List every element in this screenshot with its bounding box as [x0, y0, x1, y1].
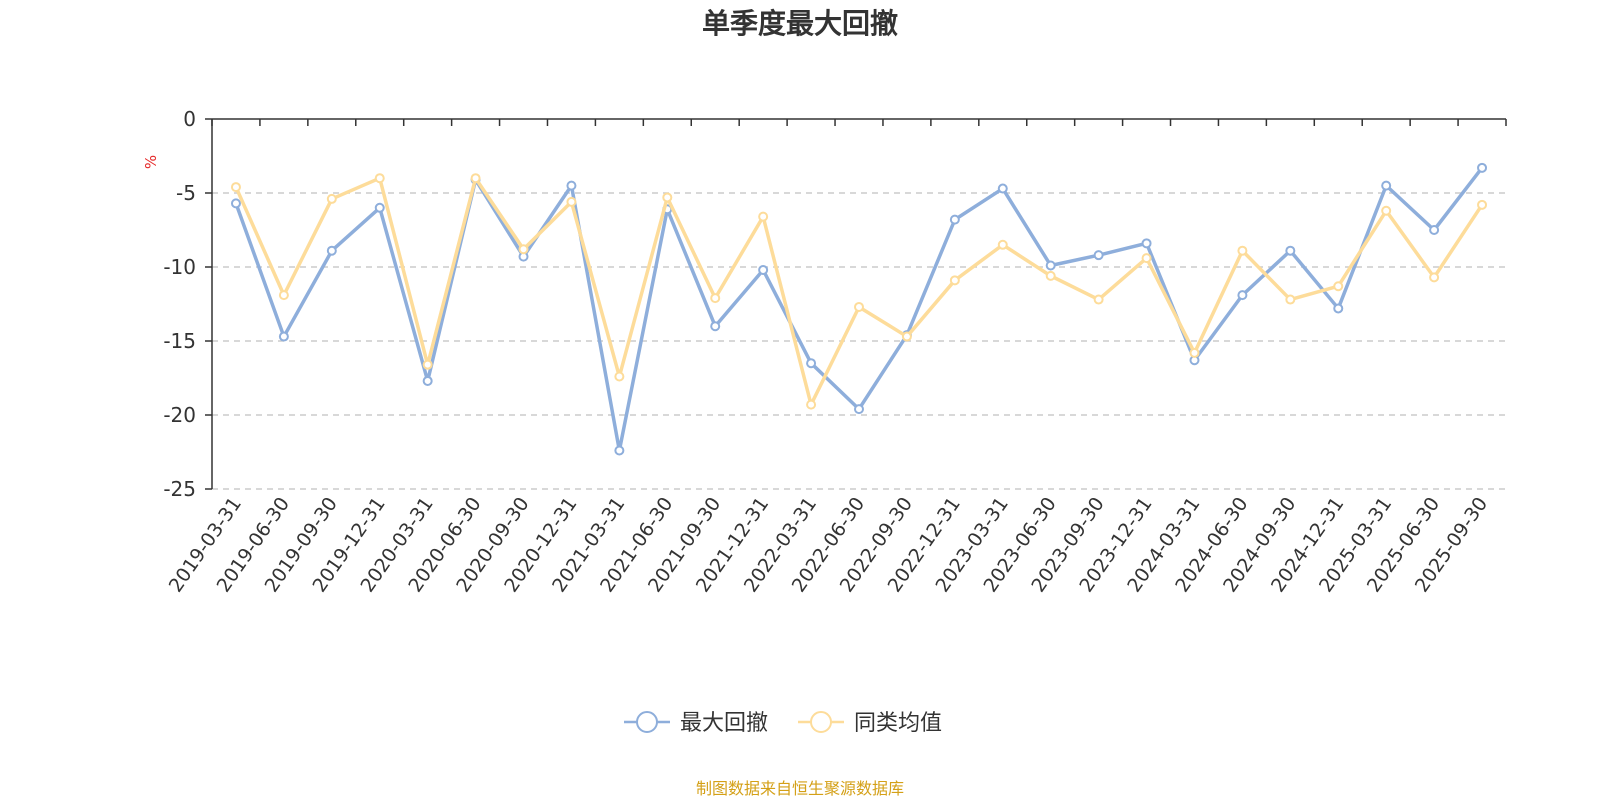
x-tick-labels: 2019-03-312019-06-302019-09-302019-12-31… [165, 493, 1492, 596]
data-point[interactable] [1189, 347, 1200, 358]
data-point[interactable] [326, 245, 337, 256]
data-point[interactable] [230, 198, 241, 209]
legend-label: 最大回撤 [680, 711, 768, 736]
data-point[interactable] [374, 202, 385, 213]
data-point[interactable] [278, 290, 289, 301]
data-point[interactable] [1477, 162, 1488, 173]
chart-title: 单季度最大回撤 [702, 7, 898, 40]
data-point[interactable] [470, 173, 481, 184]
legend-item-1[interactable]: 最大回撤 [624, 711, 768, 736]
data-point[interactable] [949, 214, 960, 225]
data-point[interactable] [1429, 272, 1440, 283]
y-tick-label: 0 [183, 107, 196, 131]
data-point[interactable] [1237, 290, 1248, 301]
series-2 [230, 173, 1488, 410]
y-axis-unit: % [142, 155, 160, 169]
data-point[interactable] [710, 293, 721, 304]
data-point[interactable] [1333, 281, 1344, 292]
y-tick-labels: 0 -5 -10 -15 -20 -25 [163, 107, 196, 501]
y-tick-label: -25 [163, 477, 196, 501]
series-line [234, 176, 1484, 407]
axes [205, 118, 1507, 490]
data-point[interactable] [614, 371, 625, 382]
data-point[interactable] [1141, 238, 1152, 249]
data-point[interactable] [1333, 303, 1344, 314]
legend[interactable]: 最大回撤 同类均值 [624, 711, 942, 736]
data-point[interactable] [1381, 205, 1392, 216]
data-point[interactable] [1477, 199, 1488, 210]
data-point[interactable] [566, 196, 577, 207]
data-source-note: 制图数据来自恒生聚源数据库 [696, 779, 904, 798]
data-point[interactable] [566, 180, 577, 191]
data-point[interactable] [710, 321, 721, 332]
legend-circle-icon [636, 711, 658, 733]
data-point[interactable] [1285, 294, 1296, 305]
data-point[interactable] [1285, 245, 1296, 256]
y-tick-label: -10 [163, 255, 196, 279]
data-point[interactable] [758, 211, 769, 222]
data-point[interactable] [1045, 260, 1056, 271]
data-point[interactable] [806, 399, 817, 410]
y-tick-label: -5 [176, 181, 196, 205]
legend-item-2[interactable]: 同类均值 [798, 711, 942, 736]
data-point[interactable] [1381, 180, 1392, 191]
data-point[interactable] [614, 445, 625, 456]
data-point[interactable] [1141, 253, 1152, 264]
data-point[interactable] [422, 375, 433, 386]
data-point[interactable] [1237, 245, 1248, 256]
data-point[interactable] [1093, 294, 1104, 305]
data-point[interactable] [854, 301, 864, 312]
grid-lines [212, 192, 1506, 490]
data-point[interactable] [997, 183, 1008, 194]
data-point[interactable] [422, 359, 433, 370]
y-tick-label: -15 [163, 329, 196, 353]
data-point[interactable] [1045, 270, 1056, 281]
data-point[interactable] [806, 358, 817, 369]
legend-circle-icon [810, 711, 832, 733]
data-point[interactable] [230, 182, 241, 193]
data-point[interactable] [758, 264, 769, 275]
series-lines [230, 162, 1488, 456]
y-tick-label: -20 [163, 403, 196, 427]
data-point[interactable] [518, 244, 529, 255]
data-point[interactable] [1093, 250, 1104, 261]
data-point[interactable] [374, 173, 385, 184]
data-point[interactable] [278, 331, 289, 342]
data-point[interactable] [949, 275, 960, 286]
legend-label: 同类均值 [854, 711, 942, 736]
data-point[interactable] [662, 192, 673, 203]
data-point[interactable] [1429, 225, 1440, 235]
data-point[interactable] [326, 193, 337, 204]
data-point[interactable] [997, 239, 1008, 250]
data-point[interactable] [901, 331, 912, 342]
data-point[interactable] [854, 404, 864, 415]
